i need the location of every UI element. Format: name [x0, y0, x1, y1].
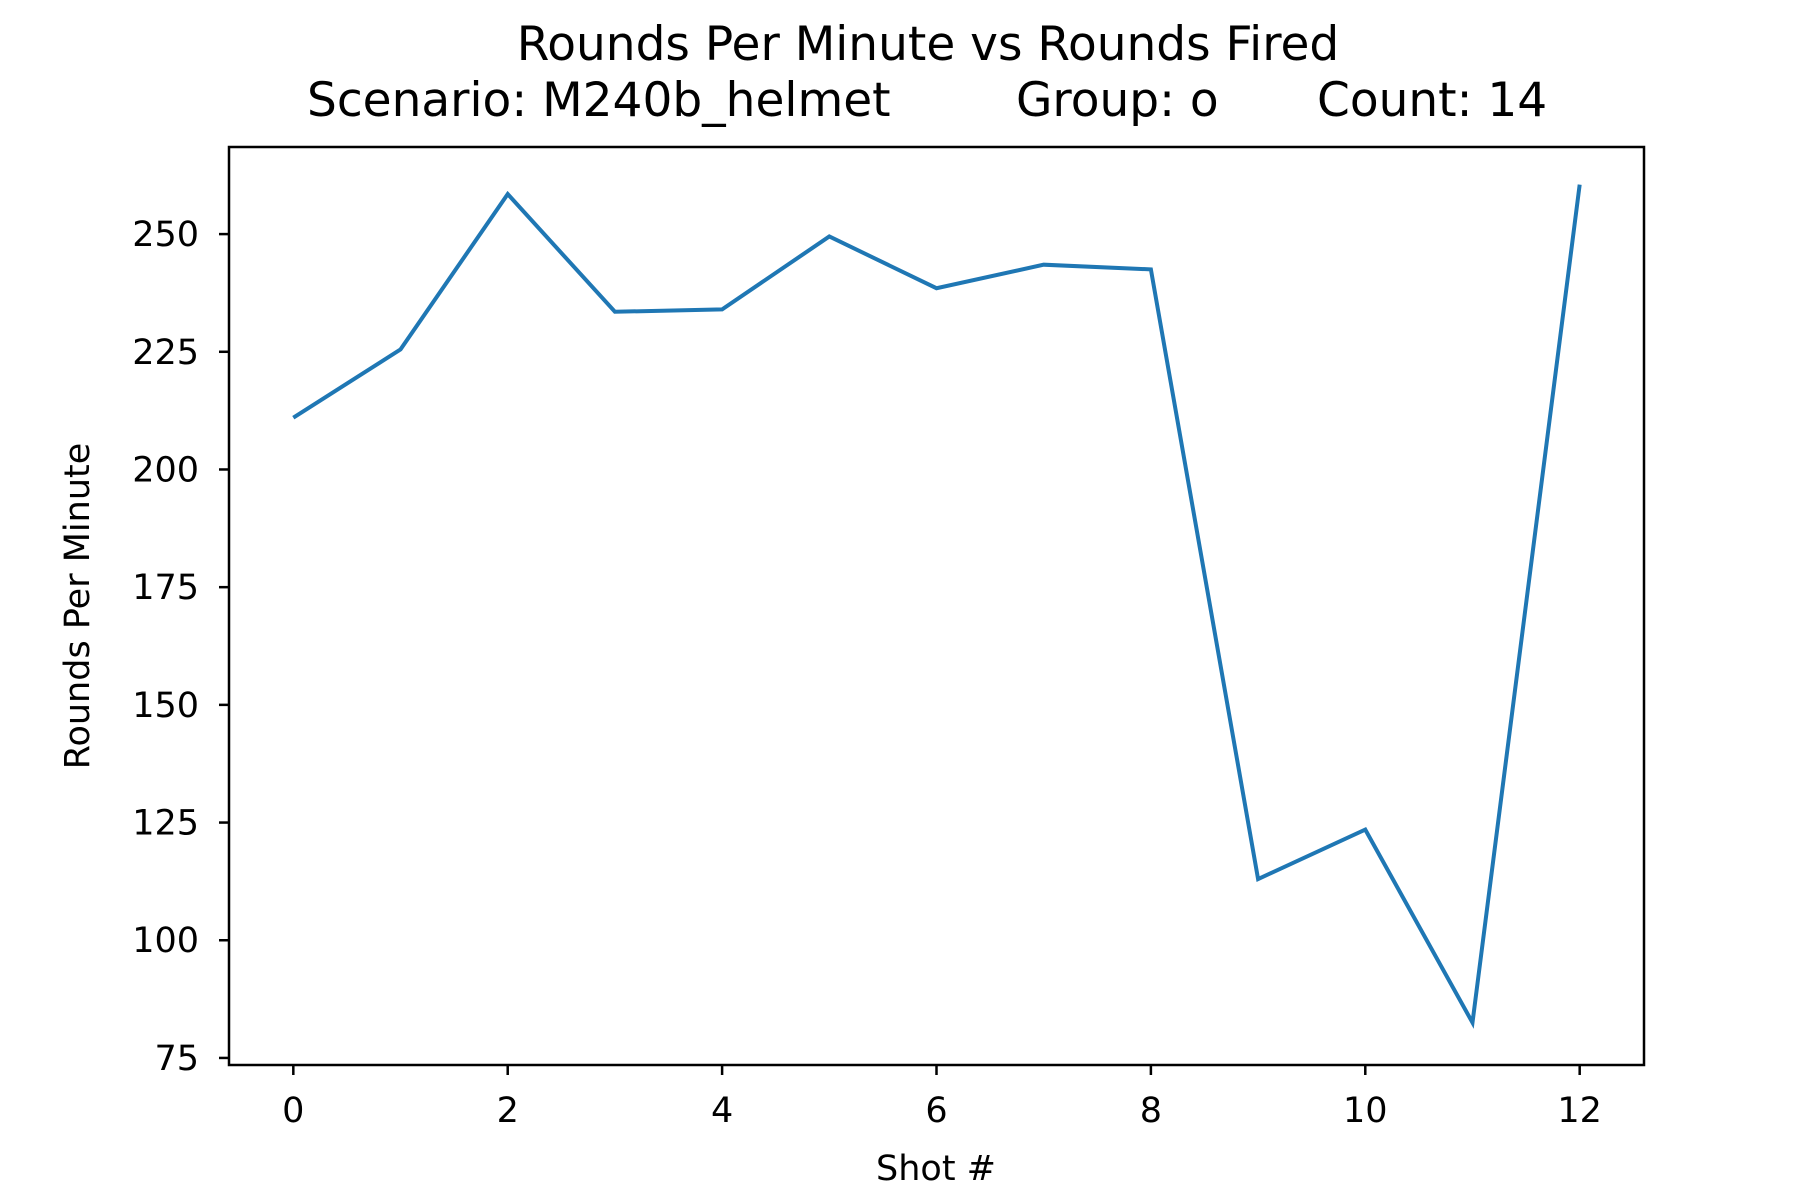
y-tick-label-75: 75 [154, 1039, 199, 1079]
y-tick-label-250: 250 [132, 215, 199, 255]
y-axis-ticks: 75 100 125 150 175 200 225 250 [132, 215, 229, 1079]
chart-subtitle-scenario: Scenario: M240b_helmet [307, 73, 891, 128]
chart-subtitle-count: Count: 14 [1317, 73, 1547, 128]
chart-title: Rounds Per Minute vs Rounds Fired [517, 17, 1340, 72]
y-tick-label-100: 100 [132, 921, 199, 961]
x-tick-label-0: 0 [282, 1091, 304, 1131]
series-line-0 [292, 184, 1582, 1029]
x-tick-label-4: 4 [711, 1091, 733, 1131]
plot-layer [292, 184, 1582, 1029]
x-axis-ticks: 0 2 4 6 8 10 12 [282, 1065, 1602, 1131]
chart-subtitle-group: Group: o [1016, 73, 1219, 128]
x-tick-label-12: 12 [1557, 1091, 1602, 1131]
y-tick-label-225: 225 [132, 333, 199, 373]
x-tick-label-8: 8 [1140, 1091, 1162, 1131]
x-tick-label-6: 6 [925, 1091, 947, 1131]
y-axis-label: Rounds Per Minute [58, 443, 98, 770]
plot-frame [227, 145, 1646, 1067]
x-axis-label: Shot # [876, 1149, 996, 1189]
x-tick-label-2: 2 [497, 1091, 519, 1131]
y-tick-label-150: 150 [132, 686, 199, 726]
y-tick-label-125: 125 [132, 804, 199, 844]
y-tick-label-200: 200 [132, 450, 199, 490]
x-tick-label-10: 10 [1343, 1091, 1388, 1131]
y-tick-label-175: 175 [132, 568, 199, 608]
